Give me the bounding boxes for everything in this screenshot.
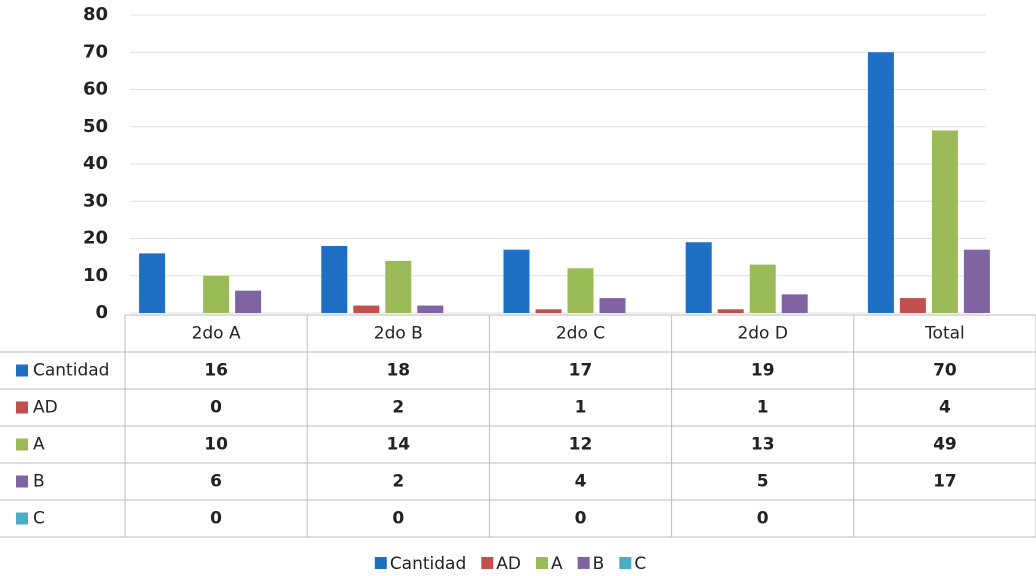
category-label: 2do C [556,324,605,344]
table-value: 5 [757,472,769,492]
bar [781,294,808,313]
bar [385,260,412,313]
table-value: 4 [575,472,587,492]
table-value: 17 [933,472,957,492]
table-value: 13 [751,435,775,455]
legend-label: A [551,554,563,574]
legend-label: Cantidad [390,554,466,574]
row-label: AD [33,398,58,418]
table-value: 1 [575,398,587,418]
bar [931,130,958,313]
bar [417,305,444,313]
category-label: Total [924,324,965,344]
table-value: 0 [210,398,222,418]
legend-label: B [593,554,605,574]
y-tick-label: 10 [83,265,108,286]
bar [535,309,562,313]
table-value: 0 [392,509,404,529]
table-swatch [16,512,28,525]
table-value: 4 [939,398,951,418]
legend-swatch [536,557,548,569]
bar [867,52,894,313]
table-value: 6 [210,472,222,492]
y-tick-label: 20 [83,228,108,249]
bar [235,290,262,313]
row-label: C [33,509,45,529]
bar [139,253,166,313]
bar [717,309,744,313]
legend-swatch [619,557,632,569]
legend-swatch [577,557,590,569]
y-tick-label: 80 [83,4,108,25]
table-value: 49 [933,435,957,455]
table-value: 1 [757,398,769,418]
bar [963,249,990,313]
table-value: 0 [210,509,222,529]
category-label: 2do A [192,324,241,344]
table-value: 0 [757,509,769,529]
bar [599,298,626,313]
row-label: A [33,435,45,455]
table-value: 10 [204,435,228,455]
y-tick-label: 40 [83,153,108,174]
table-swatch [16,438,28,451]
table-value: 2 [392,472,404,492]
table-swatch [16,475,28,488]
bar [749,264,776,313]
table-value: 16 [204,361,228,381]
y-tick-label: 0 [95,302,108,323]
row-label: Cantidad [33,361,109,381]
y-tick-label: 70 [83,41,108,62]
legend-swatch [481,557,494,569]
bar [203,275,230,313]
legend-label: AD [496,554,521,574]
category-label: 2do D [737,324,788,344]
bar [503,249,530,313]
y-tick-label: 50 [83,116,108,137]
bar [353,305,380,313]
category-label: 2do B [374,324,423,344]
table-swatch [16,401,28,414]
table-value: 14 [386,435,410,455]
table-value: 17 [569,361,593,381]
legend-label: C [634,554,646,574]
y-tick-label: 30 [83,190,108,211]
table-value: 2 [392,398,404,418]
table-value: 12 [569,435,593,455]
table-value: 18 [386,361,410,381]
table-value: 0 [575,509,587,529]
legend-swatch [374,557,387,569]
row-label: B [33,472,45,492]
table-value: 19 [751,361,775,381]
bar [567,268,594,313]
bar [321,245,348,313]
y-tick-label: 60 [83,79,108,100]
table-value: 70 [933,361,957,381]
bar [899,298,926,313]
bar [685,242,712,313]
table-swatch [16,364,28,377]
